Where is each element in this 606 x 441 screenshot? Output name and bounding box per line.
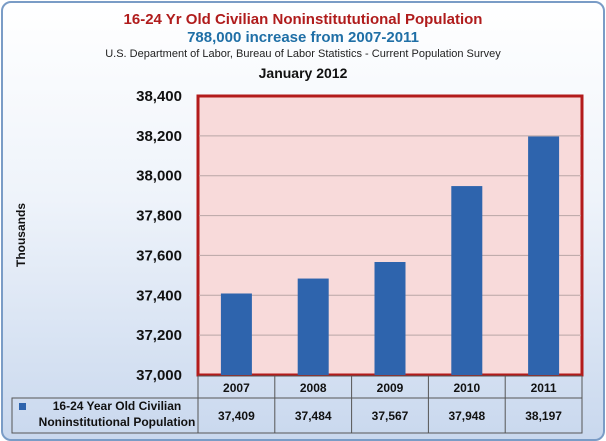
y-tick-label: 37,200 — [136, 327, 182, 344]
bar — [528, 136, 560, 375]
bar — [220, 293, 252, 375]
y-tick-label: 38,000 — [136, 168, 182, 185]
legend-label: 16-24 Year Old Civilian Noninstitutional… — [38, 399, 196, 429]
data-table-value: 37,484 — [295, 409, 332, 423]
data-table-value: 37,409 — [218, 409, 255, 423]
chart-source: U.S. Department of Labor, Bureau of Labo… — [105, 48, 501, 60]
chart-subtitle: 788,000 increase from 2007-2011 — [187, 29, 419, 46]
x-tick-label: 2009 — [377, 381, 404, 395]
chart-date: January 2012 — [258, 65, 348, 81]
legend-swatch — [19, 403, 26, 410]
y-tick-label: 38,400 — [136, 88, 182, 105]
y-tick-label: 37,600 — [136, 247, 182, 264]
data-table-value: 38,197 — [525, 409, 562, 423]
bar — [374, 262, 406, 375]
bar — [451, 186, 483, 375]
data-table-value: 37,948 — [448, 409, 485, 423]
data-table-value: 37,567 — [372, 409, 409, 423]
y-tick-label: 38,200 — [136, 128, 182, 145]
chart-title: 16-24 Yr Old Civilian Noninstitututional… — [123, 11, 483, 28]
x-tick-label: 2007 — [223, 381, 250, 395]
y-tick-label: 37,800 — [136, 208, 182, 225]
x-tick-label: 2011 — [531, 381, 557, 395]
x-tick-label: 2008 — [300, 381, 327, 395]
y-tick-label: 37,400 — [136, 287, 182, 304]
x-tick-label: 2010 — [453, 381, 480, 395]
bar — [297, 278, 329, 375]
y-tick-label: 37,000 — [136, 367, 182, 384]
